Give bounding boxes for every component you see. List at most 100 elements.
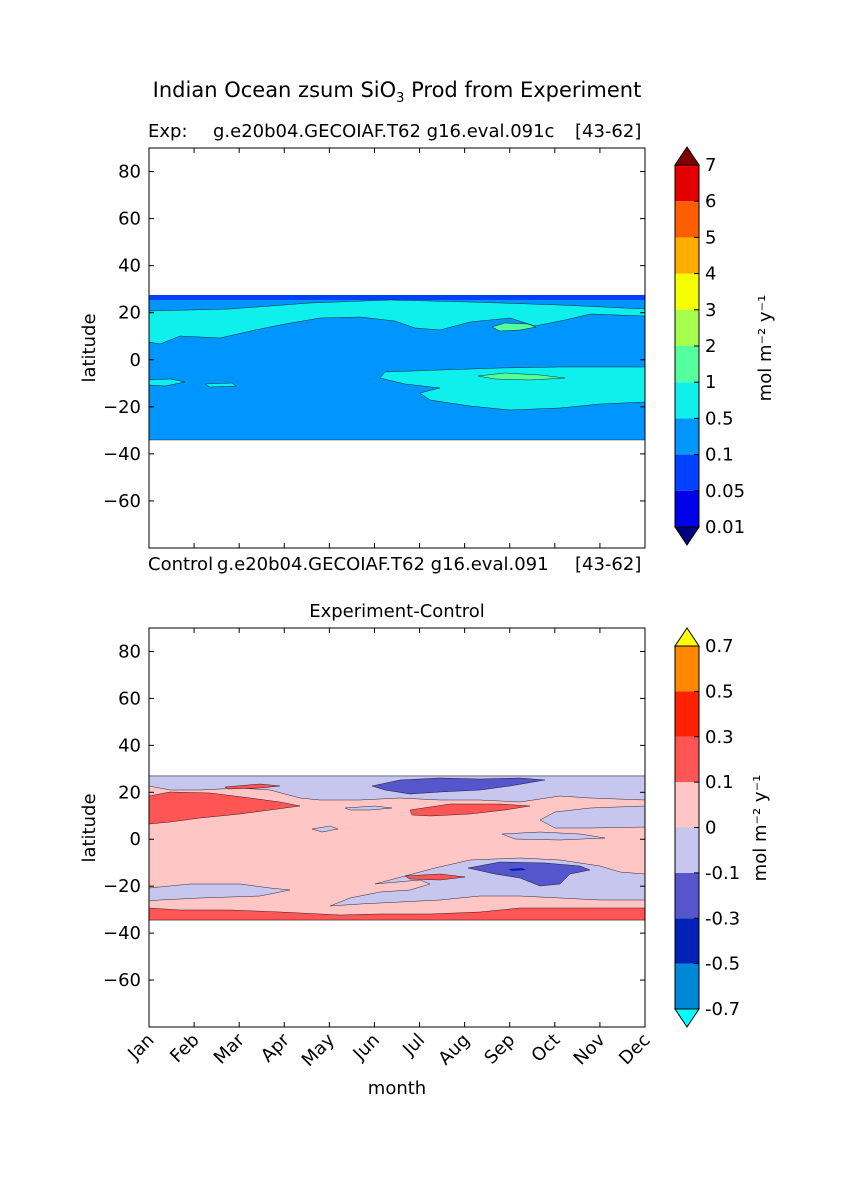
bottom-colorbar-segment — [675, 827, 699, 873]
top-colorbar-tick-label: 0.1 — [705, 445, 734, 466]
top-colorbar-segment — [675, 237, 699, 274]
bottom-region-sep-negative — [501, 831, 606, 841]
top-colorbar-extend-min — [674, 526, 700, 546]
top-colorbar-tick-label: 6 — [705, 191, 716, 212]
bottom-colorbar-tick-label: 0.7 — [705, 636, 734, 657]
top-colorbar-tick-label: 1 — [705, 372, 716, 393]
top-ytick-label: −60 — [103, 491, 141, 512]
bottom-region-south-deepest — [508, 868, 526, 871]
top-region-north-cyan — [149, 299, 645, 345]
top-colorbar-tick-label: 5 — [705, 227, 716, 248]
top-colorbar-segment — [675, 309, 699, 346]
bottom-xtick-label: Jun — [349, 1030, 384, 1065]
top-x-axis — [148, 148, 646, 548]
top-colorbar-segment — [675, 490, 699, 527]
control-label-center: g.e20b04.GECOIAF.T62 g16.eval.091 — [217, 554, 549, 575]
top-region-west-cyan — [149, 378, 186, 387]
bottom-ytick-label: −20 — [103, 876, 141, 897]
bottom-ytick-label: 40 — [118, 735, 141, 756]
top-region-green-sep — [477, 372, 566, 381]
bottom-ytick-label: 60 — [118, 688, 141, 709]
bottom-colorbar-extend-min — [674, 1008, 700, 1028]
top-region-north-band — [149, 295, 645, 300]
bottom-colorbar-segment — [675, 691, 699, 737]
bottom-xtick-label: Apr — [257, 1029, 294, 1066]
bottom-region-may-negative — [311, 825, 339, 833]
bottom-colorbar: -0.7 -0.5 -0.3 -0.1 0 0.1 0.3 0.5 0.7 — [674, 627, 740, 1028]
bottom-contour-field — [149, 775, 645, 921]
bottom-ytick-label: 80 — [118, 641, 141, 662]
top-axes-frame — [148, 147, 646, 549]
top-colorbar-segment — [675, 454, 699, 491]
bottom-xtick-label: Dec — [615, 1030, 654, 1069]
bottom-xtick-label: Feb — [166, 1030, 203, 1067]
bottom-xtick-label: Aug — [434, 1030, 474, 1070]
bottom-region-north-deep — [371, 777, 546, 795]
bottom-region-south-negative-west — [149, 883, 291, 902]
bottom-y-axis: 80 60 40 20 0 −20 −40 −60 — [103, 641, 645, 991]
bottom-colorbar-tick-label: 0 — [705, 818, 716, 839]
bottom-ytick-label: −60 — [103, 970, 141, 991]
bottom-colorbar-tick-label: 0.5 — [705, 681, 734, 702]
top-ytick-label: 80 — [118, 162, 141, 183]
bottom-colorbar-segment — [675, 872, 699, 919]
top-colorbar-tick-label: 4 — [705, 264, 716, 285]
bottom-ylabel: latitude — [79, 793, 100, 862]
bottom-xtick-label: Sep — [480, 1030, 519, 1069]
bottom-region-aug-positive — [409, 803, 531, 817]
top-title-right: [43-62] — [575, 121, 641, 142]
top-contour-field — [149, 295, 645, 441]
bottom-region-west-positive — [149, 791, 301, 825]
bottom-colorbar-segment — [675, 646, 699, 692]
top-colorbar-tick-label: 0.5 — [705, 408, 734, 429]
top-ytick-label: −20 — [103, 397, 141, 418]
bottom-colorbar-segment — [675, 963, 699, 1009]
bottom-xtick-label: Jul — [398, 1030, 429, 1061]
top-y-axis: 80 60 40 20 0 −20 −40 −60 — [103, 162, 645, 512]
top-colorbar-tick-label: 2 — [705, 336, 716, 357]
bottom-region-north-positive — [224, 783, 281, 790]
bottom-title: Experiment-Control — [309, 601, 485, 622]
top-colorbar-segment — [675, 418, 699, 455]
bottom-colorbar-tick-label: 0.3 — [705, 727, 734, 748]
top-colorbar-label: mol m⁻² y⁻¹ — [755, 295, 776, 402]
bottom-ytick-label: 20 — [118, 782, 141, 803]
top-region-south-cyan — [379, 366, 645, 411]
top-panel: Exp: g.e20b04.GECOIAF.T62 g16.eval.091c … — [79, 121, 776, 575]
top-region-west-cyan-2 — [204, 382, 237, 388]
bottom-colorbar-tick-label: -0.5 — [705, 954, 740, 975]
control-label-left: Control — [148, 554, 213, 575]
bottom-xtick-label: Nov — [570, 1029, 610, 1069]
top-ytick-label: 40 — [118, 256, 141, 277]
bottom-xtick-label: Mar — [210, 1029, 249, 1068]
top-colorbar: 0.01 0.05 0.1 0.5 1 2 3 4 5 6 7 — [674, 146, 745, 546]
bottom-colorbar-tick-label: 0.1 — [705, 772, 734, 793]
top-colorbar-tick-label: 0.01 — [705, 517, 745, 538]
bottom-region-south-positive — [149, 907, 645, 921]
top-ytick-label: 0 — [130, 350, 141, 371]
bottom-colorbar-segment — [675, 918, 699, 964]
top-colorbar-segment — [675, 165, 699, 202]
bottom-xtick-label: Oct — [527, 1030, 564, 1067]
top-title-center: g.e20b04.GECOIAF.T62 g16.eval.091c — [213, 121, 554, 142]
bottom-xtick-label: May — [298, 1029, 339, 1070]
top-colorbar-segment — [675, 346, 699, 383]
top-colorbar-segment — [675, 201, 699, 238]
top-title-left: Exp: — [148, 121, 188, 142]
bottom-colorbar-segment — [675, 782, 699, 828]
bottom-colorbar-label: mol m⁻² y⁻¹ — [750, 775, 771, 882]
bottom-colorbar-segment — [675, 736, 699, 783]
top-ytick-label: −40 — [103, 444, 141, 465]
top-colorbar-segment — [675, 273, 699, 310]
bottom-xtick-label: Jan — [123, 1030, 158, 1065]
bottom-region-south-deep — [467, 861, 591, 887]
top-colorbar-tick-label: 7 — [705, 155, 716, 176]
top-colorbar-segment — [675, 382, 699, 419]
bottom-axes-frame — [148, 627, 646, 1028]
top-ylabel: latitude — [79, 313, 100, 382]
bottom-region-jun-negative — [344, 805, 393, 811]
bottom-ytick-label: −40 — [103, 923, 141, 944]
figure-title: Indian Ocean zsum SiO3 Prod from Experim… — [0, 78, 794, 106]
